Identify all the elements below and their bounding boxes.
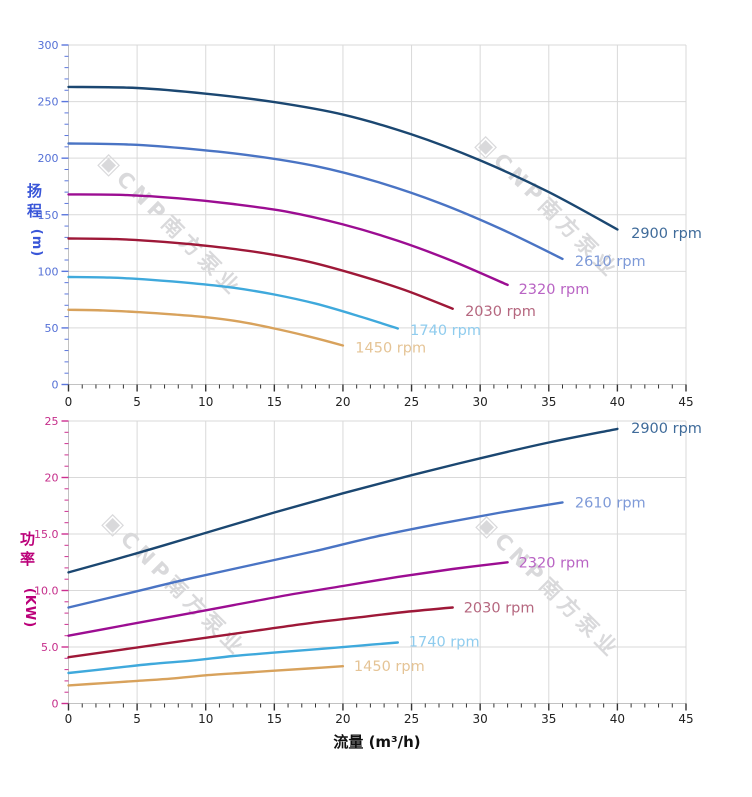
- curve-2610-rpm: [67, 142, 564, 261]
- y-tick-label: 100: [38, 265, 59, 278]
- x-tick-label: 20: [335, 712, 350, 726]
- curve-2320-rpm: [67, 193, 509, 287]
- head-x-ticks: 0 5 10 15 20 25 30 35 40 45: [65, 384, 694, 409]
- x-tick-label: 15: [267, 712, 282, 726]
- head-y-ticks: 0 50 100 150 200 250 300: [38, 39, 69, 392]
- y-tick-label: 250: [38, 96, 59, 109]
- y-tick-label: 15.0: [34, 528, 59, 541]
- curve-label-2320-rpm: 2320 rpm: [519, 555, 590, 571]
- y-tick-label: 10.0: [34, 585, 59, 598]
- x-tick-label: 10: [198, 712, 213, 726]
- x-tick-label: 30: [473, 395, 488, 409]
- curve-label-1740-rpm: 1740 rpm: [409, 634, 480, 650]
- power-chart: 0 5.0 10.0 15.0 20 25 0 5 10 15 20 25 30 35 40 45 2900 r…: [34, 415, 702, 726]
- power-y-ticks: 0 5.0 10.0 15.0 20 25: [34, 415, 69, 711]
- curve-label-1450-rpm: 1450 rpm: [355, 341, 426, 357]
- x-tick-label: 35: [541, 395, 556, 409]
- head-grid: [68, 44, 687, 385]
- x-tick-label: 25: [404, 712, 419, 726]
- y-tick-label: 5.0: [41, 641, 59, 654]
- curve-label-2320-rpm: 2320 rpm: [519, 282, 590, 298]
- power-axis-title: 功率: [20, 530, 36, 568]
- curve-1740-rpm: [67, 641, 399, 675]
- power-grid: [68, 420, 687, 704]
- y-tick-label: 0: [52, 698, 59, 711]
- curve-label-2900-rpm: 2900 rpm: [631, 226, 702, 242]
- x-tick-label: 5: [133, 395, 141, 409]
- curve-2610-rpm: [67, 501, 564, 609]
- head-axis-unit: (m): [29, 228, 44, 258]
- curve-label-2030-rpm: 2030 rpm: [464, 600, 535, 616]
- curve-2030-rpm: [67, 237, 454, 310]
- y-tick-label: 20: [45, 472, 59, 485]
- curve-label-2900-rpm: 2900 rpm: [631, 421, 702, 437]
- y-tick-label: 50: [45, 322, 59, 335]
- x-tick-label: 5: [133, 712, 141, 726]
- x-tick-label: 0: [65, 395, 73, 409]
- y-tick-label: 300: [38, 39, 59, 52]
- power-axis-unit: (KW): [22, 587, 37, 629]
- curve-label-1740-rpm: 1740 rpm: [410, 323, 481, 339]
- curve-2900-rpm: [67, 85, 619, 231]
- x-tick-label: 40: [610, 712, 625, 726]
- x-tick-label: 40: [610, 395, 625, 409]
- curve-2320-rpm: [67, 561, 509, 637]
- curve-2030-rpm: [67, 606, 454, 659]
- curve-label-2030-rpm: 2030 rpm: [465, 304, 536, 320]
- curve-1450-rpm: [67, 308, 345, 347]
- y-tick-label: 25: [45, 415, 59, 428]
- x-tick-label: 20: [335, 395, 350, 409]
- head-axis-title: 扬程: [27, 182, 43, 220]
- x-tick-label: 10: [198, 395, 213, 409]
- head-chart: 0 50 100 150 200 250 300 0 5 10 15 20 25 30 35 40 45 2900…: [38, 39, 702, 409]
- x-tick-label: 35: [541, 712, 556, 726]
- curve-2900-rpm: [67, 427, 619, 574]
- curve-label-2610-rpm: 2610 rpm: [575, 495, 646, 511]
- curve-label-2610-rpm: 2610 rpm: [575, 254, 646, 270]
- y-tick-label: 0: [52, 379, 59, 392]
- curve-1740-rpm: [67, 275, 399, 330]
- curve-label-1450-rpm: 1450 rpm: [354, 659, 425, 675]
- x-tick-label: 25: [404, 395, 419, 409]
- x-tick-label: 45: [678, 712, 693, 726]
- y-tick-label: 200: [38, 152, 59, 165]
- y-tick-label: 150: [38, 209, 59, 222]
- x-tick-label: 0: [65, 712, 73, 726]
- x-tick-label: 30: [473, 712, 488, 726]
- flow-axis-title: 流量 (m³/h): [333, 733, 421, 751]
- curve-1450-rpm: [67, 665, 345, 687]
- x-tick-label: 15: [267, 395, 282, 409]
- x-tick-label: 45: [678, 395, 693, 409]
- power-x-ticks: 0 5 10 15 20 25 30 35 40 45: [65, 703, 694, 726]
